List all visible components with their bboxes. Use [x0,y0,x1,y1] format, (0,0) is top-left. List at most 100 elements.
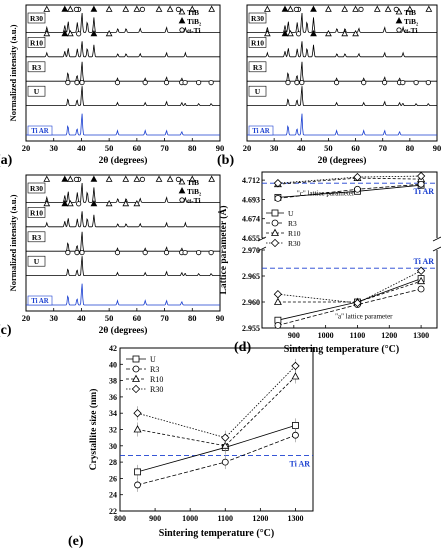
phase-marker [76,31,82,37]
data-point-r30 [273,290,283,299]
legend-marker [132,365,140,373]
x-axis-label: 2θ (degrees) [99,155,148,166]
trace-label-box [248,85,267,97]
y-tick-label: 2.965 [242,272,260,281]
x-tick-label: 90 [216,143,225,153]
phase-marker [287,29,294,37]
phase-marker [66,175,74,182]
legend-label: TiB [187,178,199,187]
trace-label: R3 [253,63,262,72]
y-tick-label: 42 [109,344,117,353]
phase-marker [406,5,414,12]
phase-marker [361,79,367,86]
phase-marker [90,199,98,207]
phase-marker [413,79,419,86]
phase-marker [263,5,271,12]
phase-marker [182,79,188,86]
legend-marker [270,238,280,248]
xrd-trace [247,61,437,82]
phase-marker [43,175,51,182]
reference-trace [26,283,220,306]
phase-marker [208,175,216,182]
y-axis-label: Normalized intensity (a.u.) [8,24,18,121]
data-point-r10 [273,297,282,305]
phase-marker [293,6,299,12]
legend-label: R30 [288,239,301,248]
phase-marker [163,249,170,256]
phase-marker [352,5,359,12]
phase-marker [175,6,182,12]
trace-label: R3 [32,63,41,72]
x-tick-label: 30 [270,143,279,153]
xrd-trace [26,61,220,82]
reference-trace [26,113,220,136]
x-tick-label: 40 [77,143,86,153]
xrd-plot-frame [25,174,221,312]
xrd-trace [26,182,220,203]
phase-marker [133,199,141,207]
data-point-r10 [291,372,300,380]
y-tick-label: 22 [109,507,117,516]
phase-marker [425,5,433,12]
data-point-r3 [354,185,361,193]
phase-marker [400,79,406,86]
x-tick-label: 90 [433,143,441,153]
a-parameter-annotation: "a" lattice parameter [335,313,393,321]
phase-marker [114,79,121,86]
y-tick-label: 38 [109,377,117,386]
legend-label: R30 [150,385,163,394]
phase-marker [43,29,51,37]
legend-marker [178,8,186,15]
x-tick-label: 1300 [287,514,303,523]
axis-break-mark [257,246,267,252]
x-tick-label: 50 [324,143,333,153]
x-tick-label: 50 [105,143,114,153]
x-tick-label: 800 [114,514,126,523]
phase-marker [139,6,145,12]
data-point-u [292,422,299,429]
phase-marker [73,176,80,182]
data-point-r3 [134,481,141,489]
phase-marker [66,5,74,12]
phase-marker [66,29,74,37]
legend-marker [396,27,402,33]
phase-marker [61,29,69,37]
x-tick-label: 1100 [217,514,233,523]
xrd-trace [26,231,220,252]
phase-marker [90,29,98,37]
phase-marker [122,199,130,207]
xrd-trace [26,12,220,33]
phase-marker [384,5,392,12]
reference-label: Ti AR [31,128,49,135]
phase-marker [122,5,130,12]
series-line-r30 [277,175,422,184]
x-tick-label: 20 [22,313,31,323]
y-tick-label: 4.655 [242,234,260,243]
legend-label: TiB [187,8,199,17]
phase-marker [155,175,163,182]
phase-marker [325,5,332,12]
data-point-r30 [416,266,426,275]
phase-marker [341,5,349,12]
data-point-r30 [353,298,362,308]
phase-marker [43,199,51,207]
reference-label-box [248,125,274,136]
y-tick-label: 4.693 [242,195,260,204]
phase-marker [188,175,196,182]
data-point-r30 [273,179,283,188]
phase-marker [208,249,214,256]
legend-label: α-Ti [187,196,201,205]
legend-label: R10 [150,375,163,384]
phase-marker [105,29,113,37]
legend-marker [271,228,279,236]
legend-label: R3 [288,219,297,228]
series-line-r10 [277,280,422,303]
phase-marker [163,79,170,86]
phase-marker [65,79,71,86]
data-point-r3 [292,431,299,439]
trace-label-box [27,12,46,24]
x-tick-label: 1000 [182,514,198,523]
xrd-plot-frame [25,4,221,142]
legend-label: α-Ti [404,26,418,35]
y-tick-label: 2.955 [242,324,260,333]
